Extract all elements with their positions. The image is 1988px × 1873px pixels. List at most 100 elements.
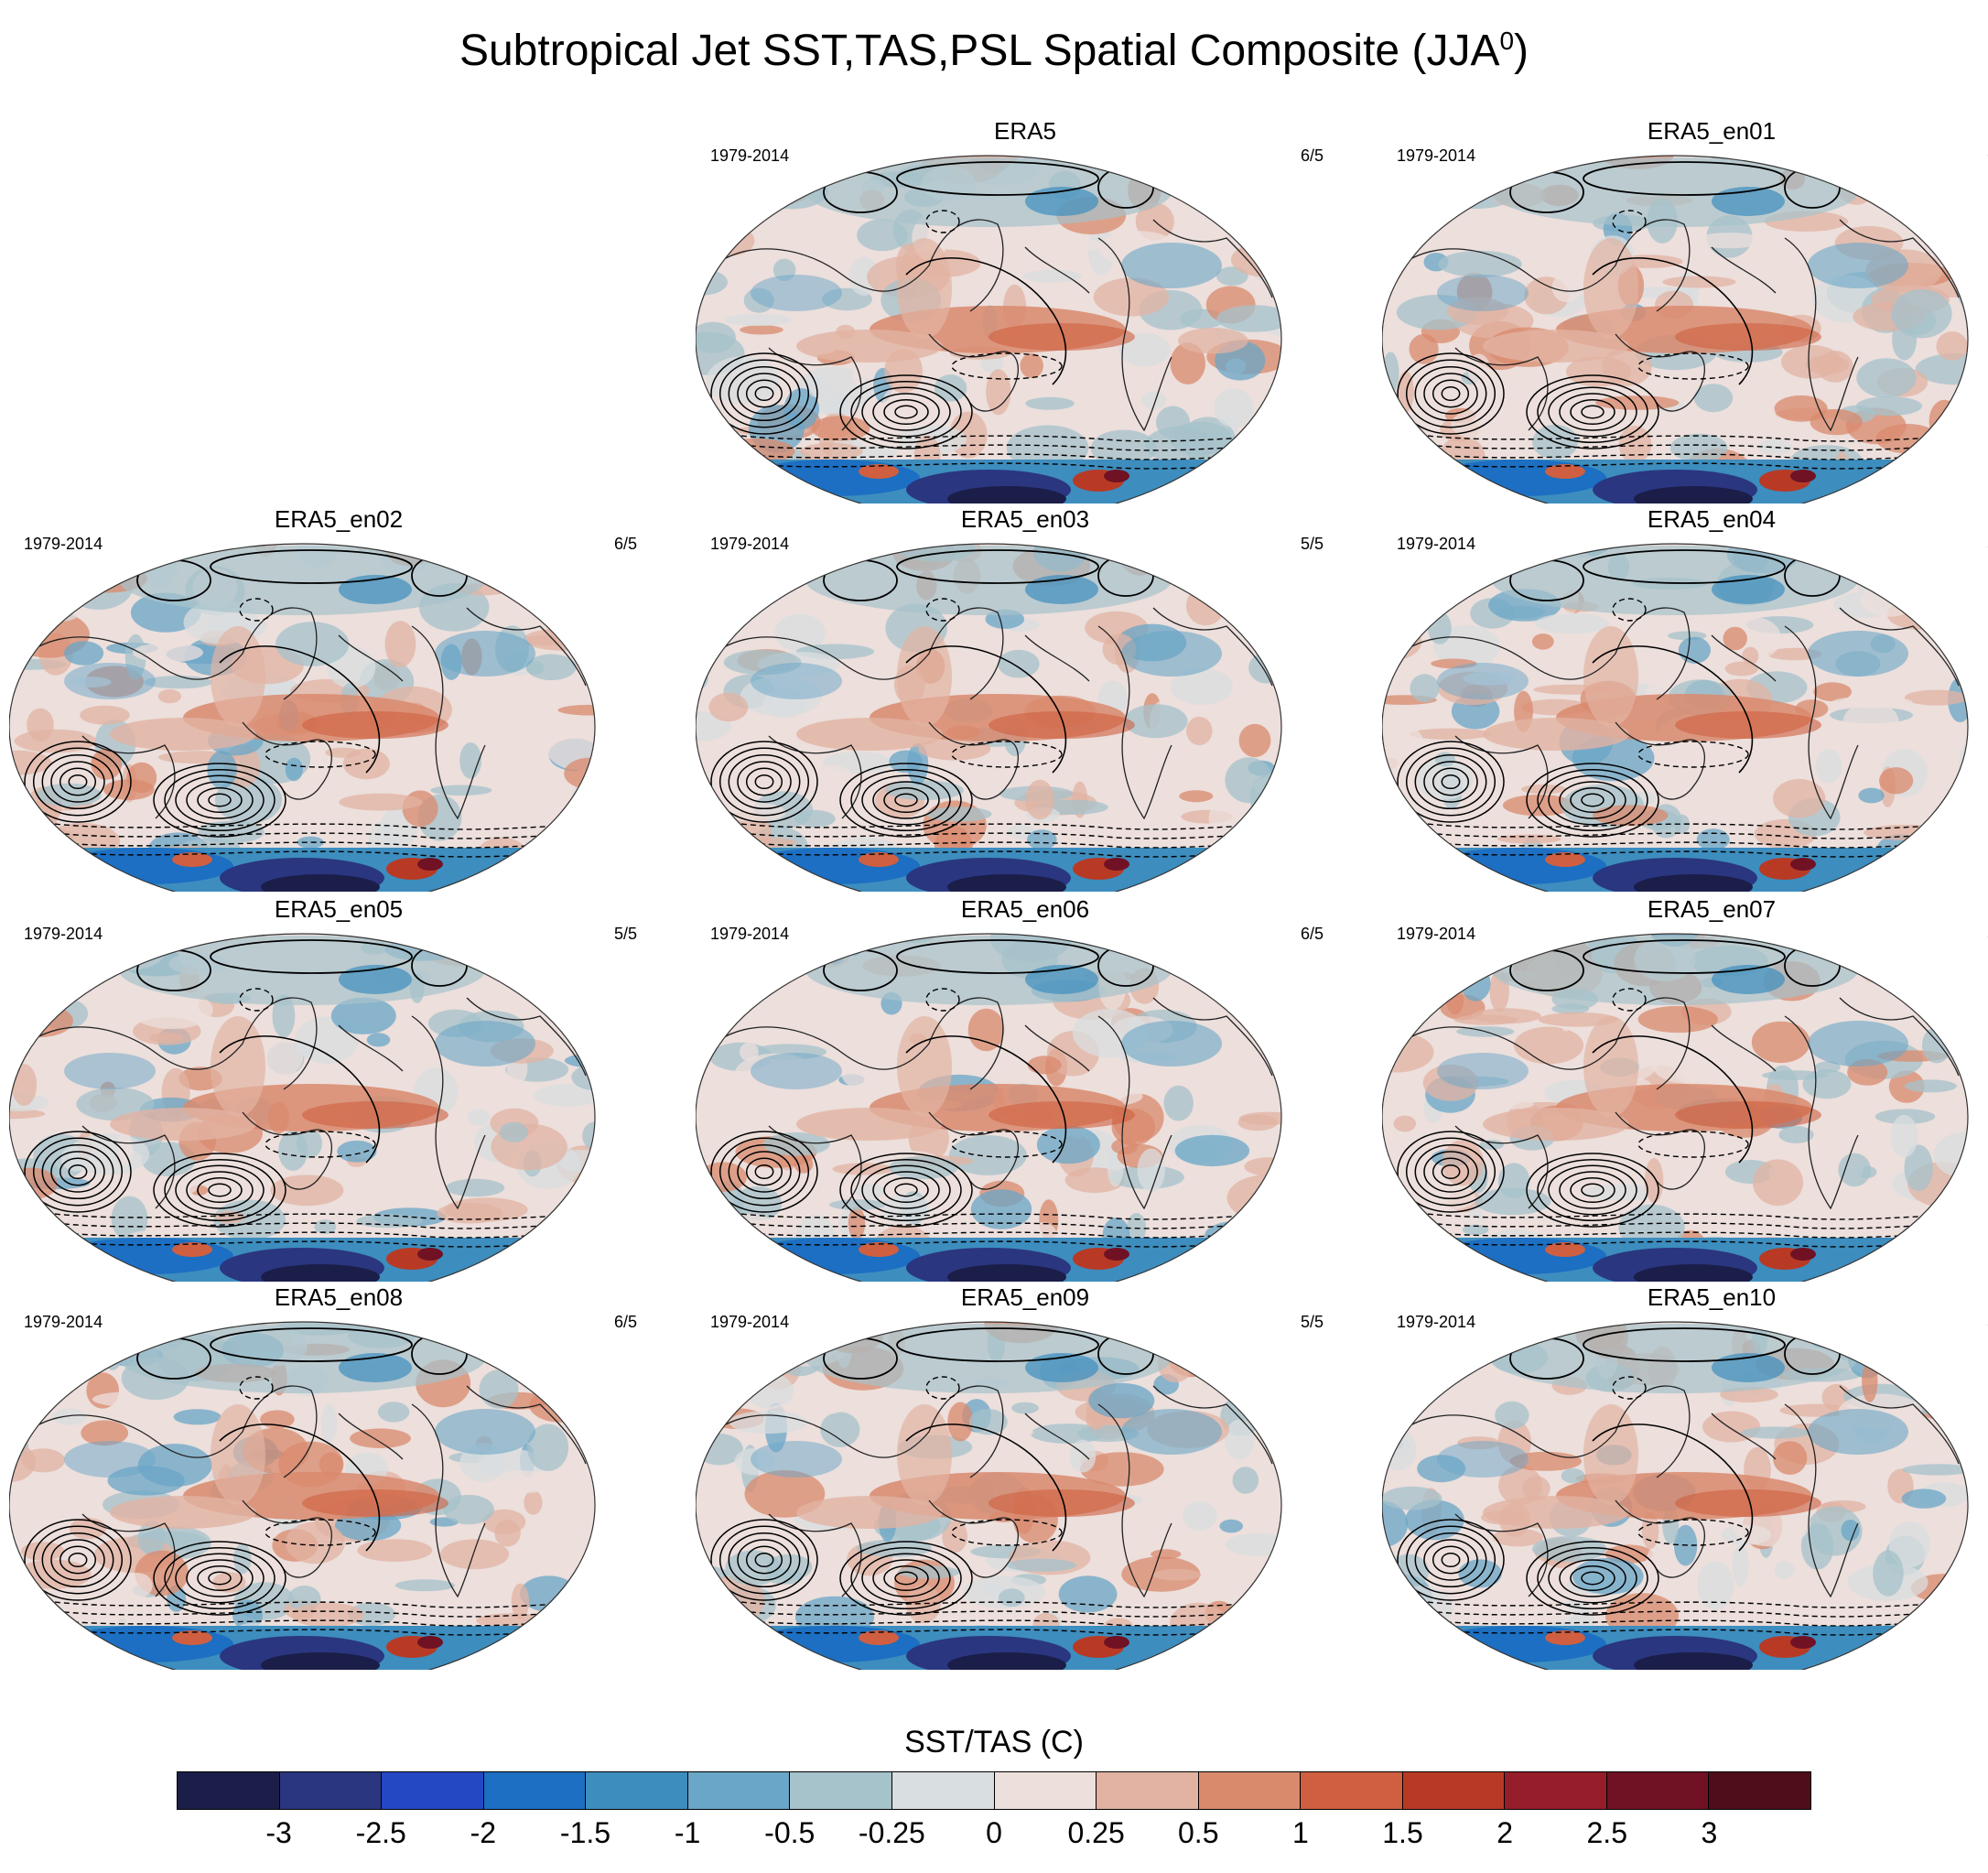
- colorbar-tick-label: -0.25: [858, 1816, 925, 1849]
- panel-title: ERA5_en08: [274, 1283, 404, 1311]
- map-fill: [696, 544, 1281, 892]
- panel-period: 1979-2014: [1397, 535, 1476, 553]
- panel-count: 6/5: [1300, 146, 1324, 165]
- figure-title: Subtropical Jet SST,TAS,PSL Spatial Comp…: [0, 26, 1988, 76]
- map-figure: [1382, 155, 1969, 503]
- panel-period: 1979-2014: [710, 1313, 790, 1331]
- map-outline: [1382, 155, 1969, 503]
- panel-title: ERA5_en06: [960, 895, 1090, 923]
- colorbar-box: [790, 1772, 892, 1809]
- map-outline: [696, 155, 1282, 503]
- map-fill: [696, 1322, 1281, 1670]
- panel-period: 1979-2014: [24, 535, 103, 553]
- map-outline: [9, 933, 596, 1282]
- panel-count: 5/5: [1300, 535, 1324, 553]
- figure-title-superscript: 0: [1499, 27, 1515, 55]
- panel-title: ERA5_en09: [960, 1283, 1090, 1311]
- colorbar-title: SST/TAS (C): [904, 1725, 1084, 1759]
- colorbar-box: [687, 1772, 791, 1809]
- map-outline: [1382, 543, 1969, 892]
- colorbar-tick-label: 1.5: [1382, 1816, 1423, 1849]
- colorbar-tick-label: -1.5: [559, 1816, 611, 1849]
- map-fill: [1382, 544, 1968, 892]
- panel-title: ERA5_en04: [1647, 505, 1777, 533]
- panel-count: 5/6: [1987, 535, 1988, 554]
- colorbar-tick-label: 0: [986, 1816, 1002, 1849]
- figure-title-suffix: ): [1514, 27, 1529, 75]
- map-figure: [696, 933, 1282, 1282]
- colorbar-box: [483, 1772, 587, 1809]
- panel-period: 1979-2014: [710, 925, 790, 943]
- panel-period: 1979-2014: [1397, 1313, 1476, 1331]
- map-outline: [696, 933, 1282, 1282]
- map-panel: ERA5_en07 1979-2014 5/6: [1382, 895, 1988, 1282]
- panel-period: 1979-2014: [710, 535, 790, 553]
- map-fill: [696, 934, 1281, 1282]
- colorbar-tick-label: 3: [1701, 1816, 1718, 1849]
- map-figure: [9, 1321, 596, 1670]
- map-outline: [1382, 933, 1969, 1282]
- colorbar-box: [1198, 1772, 1302, 1809]
- map-fill: [1382, 1322, 1968, 1670]
- map-fill: [1382, 934, 1968, 1282]
- map-figure: [9, 543, 596, 892]
- map-outline: [9, 1321, 596, 1670]
- colorbar-tick-label: -2: [470, 1816, 497, 1849]
- map-panel: ERA5_en06 1979-2014 6/5: [696, 895, 1355, 1282]
- map-panel: ERA5_en04 1979-2014 5/6: [1382, 505, 1988, 892]
- panel-period: 1979-2014: [1397, 925, 1476, 943]
- panel-title: ERA5_en10: [1647, 1283, 1777, 1311]
- colorbar-box: [1301, 1772, 1403, 1809]
- map-fill: [1382, 156, 1968, 503]
- colorbar-tick-label: -2.5: [355, 1816, 406, 1849]
- map-figure: [1382, 933, 1969, 1282]
- colorbar-tick-label: 2.5: [1586, 1816, 1627, 1849]
- colorbar-box: [994, 1772, 1097, 1809]
- map-fill: [9, 934, 595, 1282]
- colorbar-box: [1402, 1772, 1506, 1809]
- map-outline: [696, 543, 1282, 892]
- map-panel: ERA5_en05 1979-2014 5/5: [9, 895, 668, 1282]
- panel-title: ERA5_en07: [1647, 895, 1777, 923]
- colorbar: [177, 1771, 1811, 1810]
- colorbar-box: [1505, 1772, 1607, 1809]
- colorbar-box: [1097, 1772, 1199, 1809]
- map-fill: [9, 544, 595, 892]
- colorbar-tick-label: 0.5: [1178, 1816, 1219, 1849]
- map-figure: [696, 1321, 1282, 1670]
- colorbar-tick-label: -0.5: [764, 1816, 816, 1849]
- map-panel: ERA5_en09 1979-2014 5/5: [696, 1283, 1355, 1670]
- panel-count: 6/5: [613, 1313, 637, 1331]
- colorbar-tick-label: 0.25: [1067, 1816, 1125, 1849]
- colorbar-box: [586, 1772, 688, 1809]
- panel-count: 5/5: [1300, 1313, 1324, 1331]
- panel-count: 5/6: [1987, 1313, 1988, 1332]
- panel-period: 1979-2014: [710, 146, 790, 165]
- map-outline: [696, 1321, 1282, 1670]
- panel-period: 1979-2014: [1397, 146, 1476, 165]
- map-outline: [9, 543, 596, 892]
- panel-count: 5/6: [1987, 925, 1988, 944]
- map-figure: [1382, 543, 1969, 892]
- map-figure: [9, 933, 596, 1282]
- colorbar-tick-label: 2: [1496, 1816, 1514, 1849]
- colorbar-tick-label: -3: [265, 1816, 292, 1849]
- colorbar-box: [382, 1772, 484, 1809]
- map-outline: [1382, 1321, 1969, 1670]
- map-panel: ERA5_en01 1979-2014 6/5: [1382, 117, 1988, 503]
- panel-period: 1979-2014: [24, 1313, 103, 1331]
- map-figure: [696, 543, 1282, 892]
- colorbar-box: [1709, 1772, 1810, 1809]
- colorbar-box: [178, 1772, 280, 1809]
- panel-title: ERA5_en02: [274, 505, 404, 533]
- colorbar-box: [891, 1772, 995, 1809]
- panel-period: 1979-2014: [24, 925, 103, 943]
- colorbar-box: [279, 1772, 383, 1809]
- map-fill: [696, 156, 1281, 503]
- panel-title: ERA5_en03: [960, 505, 1090, 533]
- map-fill: [9, 1322, 595, 1670]
- panel-title: ERA5: [994, 117, 1056, 145]
- colorbar-box: [1606, 1772, 1710, 1809]
- panel-count: 6/5: [613, 535, 637, 553]
- map-panel: ERA5_en03 1979-2014 5/5: [696, 505, 1355, 892]
